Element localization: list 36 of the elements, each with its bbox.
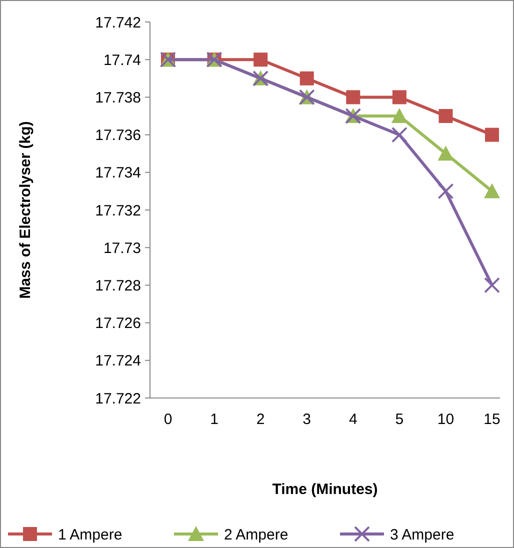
y-tick-label: 17.736 xyxy=(95,127,141,144)
legend-label: 1 Ampere xyxy=(58,526,122,544)
point xyxy=(438,109,453,123)
y-tick-label: 17.74 xyxy=(103,52,141,69)
y-tick-label: 17.734 xyxy=(95,164,141,182)
y-tick-label: 17.738 xyxy=(95,89,141,106)
x-tick-label: 15 xyxy=(484,411,500,428)
point xyxy=(484,183,500,198)
point xyxy=(392,90,406,104)
legend-label: 3 Ampere xyxy=(390,526,454,544)
y-tick-label: 17.73 xyxy=(103,240,141,257)
point xyxy=(438,183,454,200)
x-tick-label: 2 xyxy=(256,411,265,428)
y-tick-label: 17.724 xyxy=(95,352,141,370)
y-tick-label: 17.742 xyxy=(95,14,141,32)
point xyxy=(346,90,360,104)
y-tick-label: 17.722 xyxy=(95,390,141,408)
point xyxy=(391,108,408,123)
point xyxy=(300,71,314,86)
x-axis-title: Time (Minutes) xyxy=(272,481,378,498)
x-tick-label: 10 xyxy=(437,411,454,428)
x-tick-label: 3 xyxy=(302,411,312,428)
point xyxy=(485,128,499,142)
point xyxy=(438,146,454,161)
point xyxy=(484,277,500,294)
y-axis-title: Mass of Electrolyser (kg) xyxy=(17,121,34,299)
point xyxy=(254,52,268,67)
x-tick-label: 0 xyxy=(164,411,172,428)
y-tick-label: 17.726 xyxy=(95,315,141,332)
x-tick-label: 5 xyxy=(395,411,404,428)
legend-label: 2 Ampere xyxy=(224,526,288,544)
y-tick-label: 17.732 xyxy=(95,202,141,220)
point xyxy=(391,126,408,143)
y-tick-label: 17.728 xyxy=(95,277,141,294)
x-tick-label: 4 xyxy=(348,411,358,428)
x-tick-label: 1 xyxy=(210,411,218,428)
